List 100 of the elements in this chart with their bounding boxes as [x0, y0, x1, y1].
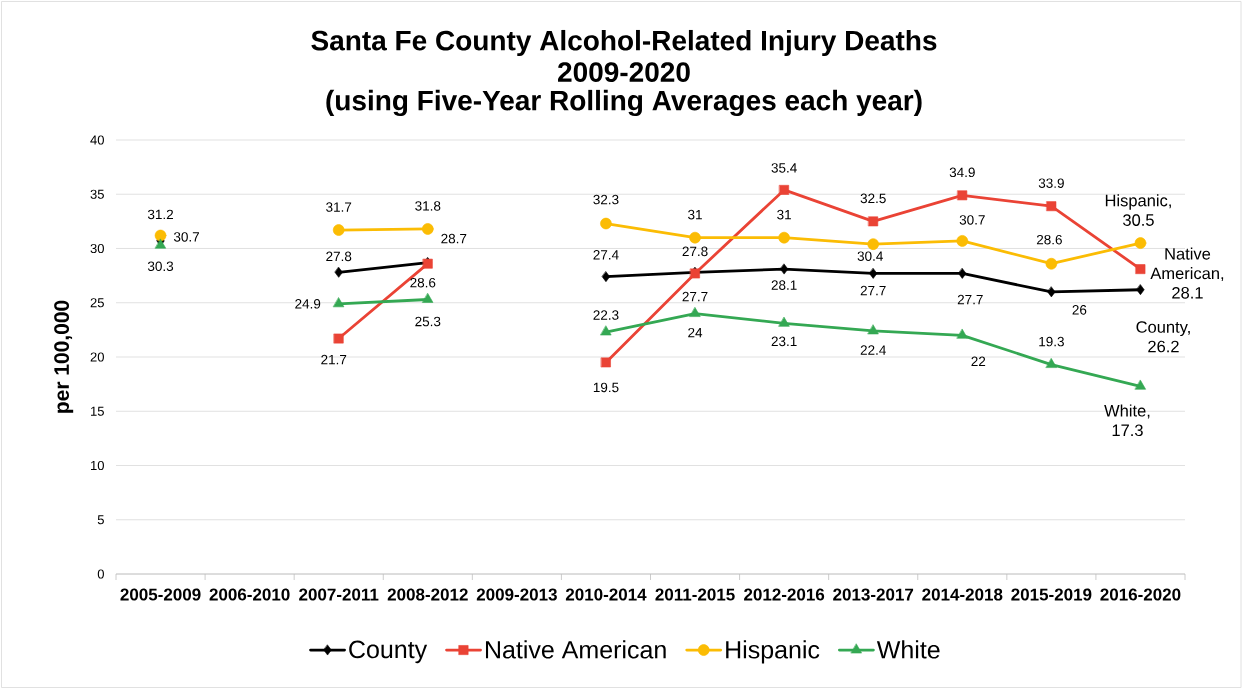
point [689, 231, 701, 244]
y-axis-title: per 100,000 [54, 300, 74, 413]
point [1046, 201, 1057, 212]
data-label: 30.7 [173, 232, 199, 242]
data-label: 32.5 [860, 193, 886, 204]
point [1134, 237, 1147, 249]
data-label: 19.5 [593, 382, 619, 393]
chart-subtitle: (using Five-Year Rolling Averages each year) [326, 89, 922, 117]
x-tick-label: 2010-2014 [565, 588, 647, 601]
data-label: 22.3 [593, 310, 619, 320]
x-tick-label: 2007-2011 [299, 588, 379, 601]
data-label: 34.9 [949, 167, 975, 178]
legend-label: White [876, 640, 940, 659]
point [779, 185, 790, 195]
data-label: 35.4 [771, 163, 797, 173]
point [867, 238, 880, 250]
point [334, 267, 343, 278]
data-label: 31.2 [147, 209, 173, 220]
data-label: 21.7 [321, 354, 347, 365]
y-tick-label: 0 [97, 569, 104, 579]
x-tick-label: 2013-2017 [833, 588, 914, 601]
data-label: 22 [971, 356, 986, 367]
y-tick-label: 10 [91, 460, 104, 471]
x-tick-label: 2016-2020 [1100, 588, 1181, 601]
data-label: 27.8 [682, 246, 708, 257]
data-label: 22.4 [860, 345, 886, 355]
data-label: 27.4 [593, 250, 619, 260]
data-label: 24.9 [295, 299, 321, 309]
point [869, 268, 878, 279]
point [867, 324, 879, 335]
data-label: 30.4 [857, 251, 883, 261]
point [956, 235, 969, 247]
y-tick-label: 15 [91, 406, 104, 416]
data-label: 31.8 [415, 201, 441, 211]
x-tick-label: 2005-2009 [120, 588, 201, 601]
point [778, 317, 790, 327]
data-label: 30.3 [147, 261, 174, 272]
point [1136, 284, 1145, 296]
data-label: 27.7 [682, 291, 708, 302]
point [600, 325, 612, 336]
data-label: County, 26.2 [1136, 321, 1190, 353]
data-label: 31 [688, 209, 702, 220]
point [780, 263, 789, 275]
data-label: 31 [777, 209, 791, 220]
data-label: 28.6 [410, 277, 436, 288]
data-label: 26 [1072, 305, 1087, 315]
data-label: Hispanic, 30.5 [1105, 194, 1171, 226]
data-label: 28.6 [1036, 234, 1062, 245]
point [601, 357, 611, 368]
point [958, 268, 967, 279]
data-label: 19.3 [1039, 336, 1064, 347]
data-label: 32.3 [593, 194, 619, 205]
point [422, 293, 434, 303]
point [778, 231, 790, 244]
point [601, 271, 611, 283]
point [333, 333, 344, 344]
data-label: 23.1 [771, 336, 797, 347]
point [868, 216, 879, 227]
chart-title: Santa Fe County Alcohol-Related Injury Deaths 2009-2020 [311, 29, 937, 83]
x-tick-label: 2011-2015 [655, 588, 735, 601]
y-tick-label: 35 [90, 189, 104, 199]
x-tick-label: 2006-2010 [209, 588, 290, 601]
x-tick-label: 2009-2013 [476, 588, 557, 601]
point [1045, 257, 1058, 270]
data-label: 25.3 [415, 316, 441, 327]
data-label: 27.7 [957, 294, 983, 305]
data-label: Native American, 28.1 [1150, 247, 1224, 299]
point [333, 297, 345, 308]
point [600, 217, 612, 230]
x-tick-label: 2012-2016 [744, 588, 825, 601]
data-label: 27.8 [326, 251, 352, 262]
point [1047, 286, 1056, 298]
data-label: 28.1 [771, 280, 797, 290]
legend-label: Hispanic [726, 640, 820, 664]
point [956, 329, 968, 339]
data-label: 27.7 [860, 285, 886, 296]
point [421, 223, 434, 235]
point [1135, 264, 1146, 275]
point [332, 224, 345, 236]
point [957, 190, 968, 201]
data-label: 31.7 [326, 202, 352, 212]
data-label: 33.9 [1038, 178, 1064, 188]
x-tick-label: 2015-2019 [1011, 588, 1092, 601]
point [1134, 379, 1146, 390]
data-label: 28.7 [441, 233, 467, 244]
y-tick-label: 5 [97, 515, 104, 525]
point [1045, 358, 1057, 368]
x-tick-label: 2014-2018 [922, 588, 1003, 601]
y-tick-label: 40 [90, 135, 104, 145]
data-label: White, 17.3 [1104, 404, 1150, 437]
x-tick-label: 2008-2012 [387, 588, 468, 601]
y-tick-label: 30 [90, 243, 104, 254]
data-label: 30.7 [959, 215, 985, 225]
point [154, 229, 167, 242]
y-tick-label: 20 [90, 352, 104, 362]
data-label: 24 [688, 327, 703, 338]
legend-label: Native American [485, 640, 666, 659]
legend-label: County [349, 640, 428, 664]
point [689, 307, 701, 317]
y-tick-label: 25 [90, 298, 104, 308]
